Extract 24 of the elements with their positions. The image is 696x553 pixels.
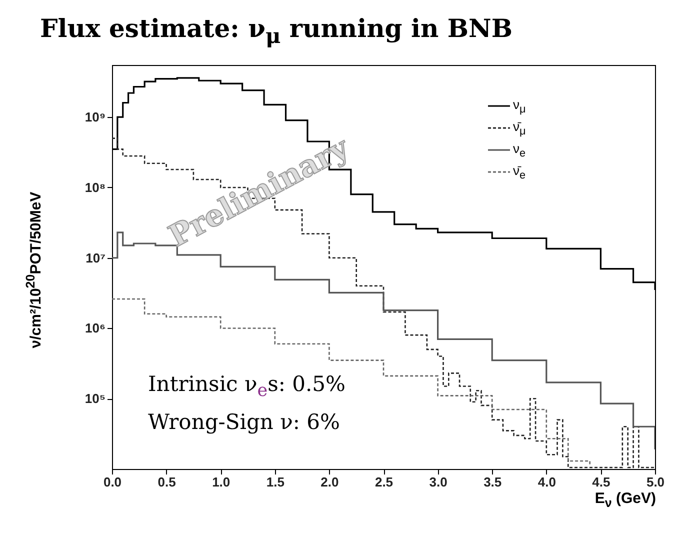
x-tick-label: 0.0 — [103, 474, 122, 490]
chart-title: Flux estimate: ν$_{μ}$ running in BNB — [40, 14, 512, 48]
x-tick-label: 4.0 — [538, 474, 556, 490]
legend-label: ν$_{e}$ — [513, 140, 526, 160]
legend-label: ν̄$_{e}$ — [513, 162, 526, 182]
annotation: Intrinsic ν$_{e}$s: 0.5% — [148, 372, 346, 402]
x-tick-label: 3.0 — [429, 474, 448, 490]
y-tick-label: 10⁷ — [86, 250, 106, 266]
y-tick-label: 10⁶ — [85, 320, 106, 336]
x-tick-label: 2.0 — [320, 474, 339, 490]
x-tick-label: 1.0 — [212, 474, 230, 490]
x-tick-label: 3.5 — [484, 474, 502, 490]
annotation: Wrong-Sign ν: 6% — [148, 410, 340, 434]
x-axis-title: E$_{ν}$ (GeV) — [594, 490, 656, 510]
x-tick-label: 4.5 — [592, 474, 610, 490]
y-tick-label: 10⁹ — [84, 110, 106, 125]
x-tick-label: 5.0 — [646, 474, 665, 490]
y-tick-label: 10⁸ — [84, 180, 106, 195]
legend-label: ν̄$_{μ}$ — [513, 118, 526, 138]
x-tick-label: 2.5 — [374, 474, 394, 490]
x-tick-label: 0.5 — [158, 474, 176, 490]
y-tick-label: 10⁵ — [84, 391, 106, 406]
x-tick-label: 1.5 — [266, 474, 284, 490]
legend-label: ν$_{μ}$ — [513, 96, 526, 116]
